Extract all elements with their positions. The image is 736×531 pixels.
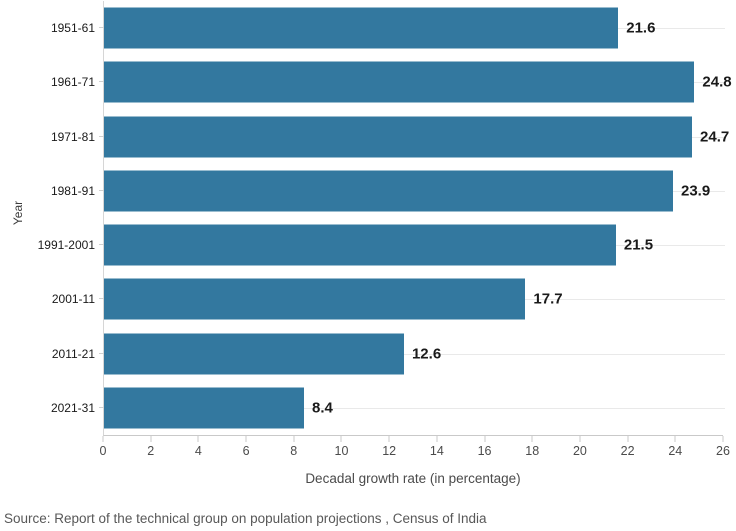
value-label: 21.5: [623, 236, 654, 254]
x-tick-label: 4: [194, 444, 202, 458]
bar: [104, 61, 695, 103]
x-tick-mark: [722, 436, 724, 442]
x-tick-mark: [102, 436, 104, 442]
x-axis-title: Decadal growth rate (in percentage): [305, 471, 521, 486]
x-tick-mark: [436, 436, 438, 442]
x-tick-label: 10: [334, 444, 349, 458]
category-tick: [99, 352, 104, 354]
x-tick-label: 20: [572, 444, 587, 458]
x-tick-label: 0: [99, 444, 107, 458]
bar: [104, 170, 673, 212]
x-tick-mark: [197, 436, 199, 442]
row-gridline: [104, 407, 725, 409]
x-tick-label: 6: [242, 444, 250, 458]
bar: [104, 116, 693, 158]
value-label: 8.4: [311, 399, 333, 417]
x-tick-mark: [245, 436, 247, 442]
category-tick: [99, 135, 104, 137]
value-label: 21.6: [626, 19, 656, 37]
y-axis-title: Year: [11, 200, 25, 226]
bar: [104, 7, 619, 49]
bar-row: 2021-31 8.4: [51, 381, 725, 435]
x-tick-mark: [484, 436, 486, 442]
x-tick-mark: [340, 436, 342, 442]
value-label: 12.6: [411, 345, 442, 363]
category-tick: [99, 244, 104, 246]
bar: [104, 387, 304, 429]
value-label: 23.9: [681, 182, 711, 200]
bar: [104, 224, 616, 266]
category-label: 2011-21: [51, 346, 95, 361]
value-label: 17.7: [533, 290, 563, 308]
x-tick-label: 18: [525, 444, 540, 458]
bar-row: 1971-81 24.7: [51, 110, 729, 164]
category-tick: [99, 81, 104, 83]
x-tick-mark: [674, 436, 676, 442]
x-tick-mark: [150, 436, 152, 442]
x-tick-label: 22: [620, 444, 635, 458]
category-tick: [99, 27, 104, 29]
x-tick-label: 26: [716, 444, 730, 458]
category-label: 2021-31: [50, 400, 95, 415]
source-note: Source: Report of the technical group on…: [4, 511, 487, 526]
category-tick: [99, 298, 104, 300]
x-tick-mark: [388, 436, 390, 442]
bar-row: 1981-91 23.9: [51, 164, 725, 218]
category-label: 1951-61: [50, 21, 95, 36]
row-gridline: [104, 353, 725, 355]
category-label: 1961-71: [50, 75, 95, 90]
category-tick: [99, 189, 104, 191]
bar-row: 1951-61 21.6: [51, 1, 725, 55]
x-tick-label: 16: [477, 444, 492, 458]
bar-row: 2001-11 17.7: [52, 272, 725, 326]
x-tick-label: 14: [429, 444, 444, 458]
value-label: 24.7: [700, 128, 730, 146]
category-label: 1991-2001: [37, 238, 95, 253]
x-tick-mark: [579, 436, 581, 442]
x-tick-mark: [627, 436, 629, 442]
category-label: 2001-11: [51, 292, 95, 307]
plot-area: 1951-61 21.6 1961-71 24.8 1971-81 24.7 1…: [38, 1, 732, 436]
x-axis: 0 2 4 6 8 10 12 14 16 18 20: [99, 436, 730, 460]
x-tick-label: 24: [668, 444, 683, 458]
category-label: 1971-81: [50, 129, 95, 144]
category-label: 1981-91: [50, 183, 95, 198]
x-tick-mark: [531, 436, 533, 442]
bar-row: 2011-21 12.6: [52, 327, 725, 381]
bar-row: 1991-2001 21.5: [38, 218, 725, 272]
category-tick: [99, 406, 104, 408]
bar: [104, 333, 404, 375]
x-tick-label: 2: [147, 444, 155, 458]
x-tick-mark: [293, 436, 295, 442]
bar: [104, 278, 526, 320]
x-tick-label: 8: [290, 444, 298, 458]
bar-row: 1961-71 24.8: [51, 55, 732, 109]
x-tick-label: 12: [382, 444, 397, 458]
value-label: 24.8: [702, 73, 732, 91]
